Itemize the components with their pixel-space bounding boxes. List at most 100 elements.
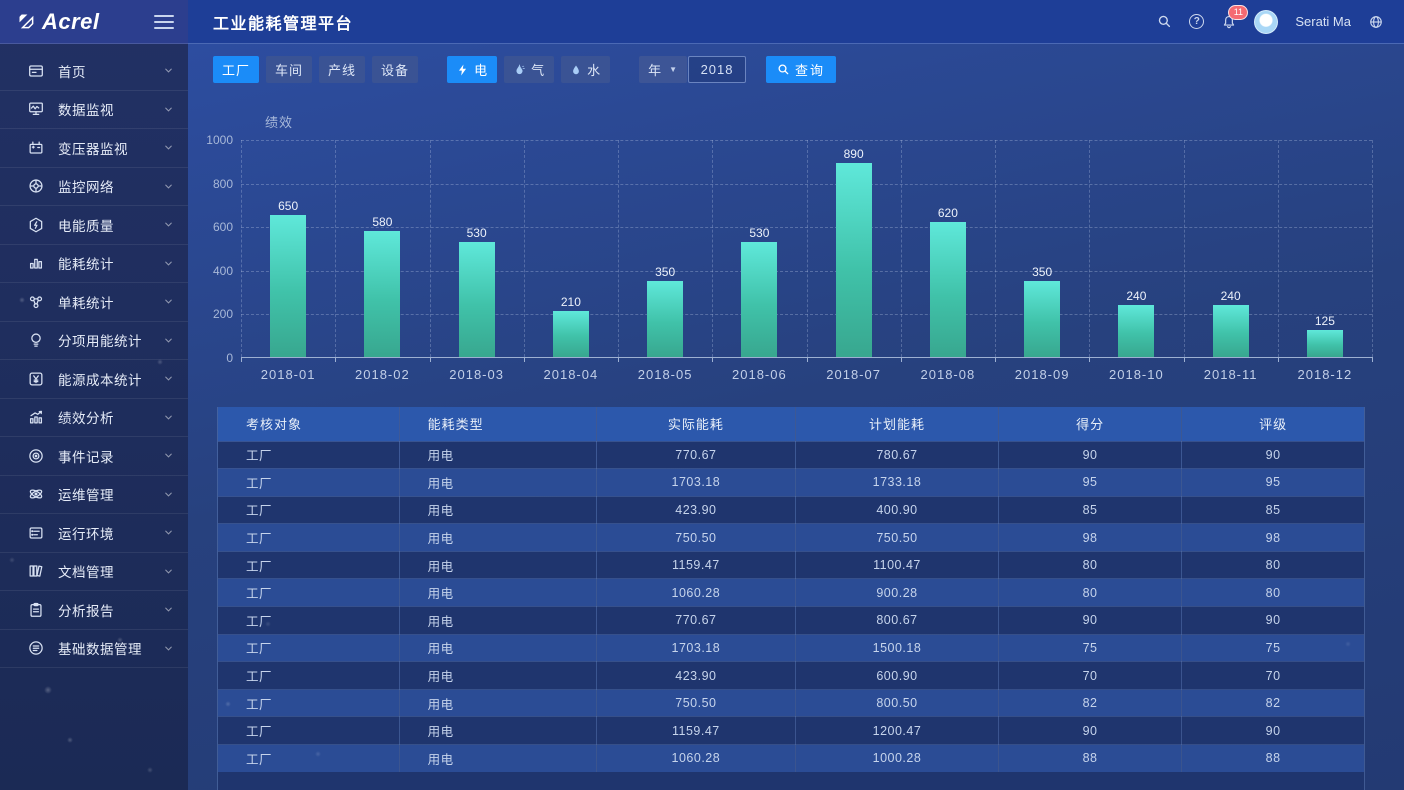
sidebar-item-energy-cost[interactable]: 能源成本统计 — [0, 360, 188, 399]
sidebar-item-power-quality[interactable]: 电能质量 — [0, 206, 188, 245]
search-icon[interactable] — [1157, 14, 1172, 29]
sidebar-item-label: 监控网络 — [58, 180, 114, 196]
sidebar-item-home[interactable]: 首页 — [0, 52, 188, 91]
bar-value-label: 240 — [1220, 288, 1241, 303]
level-tab-line[interactable]: 产线 — [319, 56, 366, 83]
sidebar-item-performance[interactable]: 绩效分析 — [0, 399, 188, 437]
notification-badge: 11 — [1228, 4, 1249, 20]
table-cell: 400.90 — [795, 496, 999, 525]
energy-tab-electricity[interactable]: 电 — [447, 56, 498, 83]
level-tab-factory[interactable]: 工厂 — [213, 56, 260, 83]
table-cell: 1159.47 — [596, 716, 797, 746]
axis-tick — [523, 357, 525, 362]
table-cell: 工厂 — [218, 689, 400, 718]
table-cell: 1000.28 — [795, 744, 999, 773]
menu-toggle-icon[interactable] — [154, 14, 174, 29]
home-icon — [26, 61, 46, 81]
year-input[interactable] — [688, 56, 747, 83]
table-cell: 用电 — [399, 606, 597, 635]
sidebar-item-label: 事件记录 — [58, 449, 114, 465]
h-gridline — [241, 227, 1372, 229]
y-axis-label: 800 — [212, 176, 233, 191]
table-cell: 1060.28 — [596, 744, 797, 773]
sidebar-item-energy-stats[interactable]: 能耗统计 — [0, 245, 188, 283]
help-icon[interactable]: ? — [1189, 14, 1205, 29]
table-cell: 90 — [998, 606, 1183, 635]
x-axis-label: 2018-09 — [1014, 367, 1070, 382]
table-row: 工厂 用电 770.67 780.67 90 90 — [218, 441, 1364, 470]
sidebar-item-event-log[interactable]: 事件记录 — [0, 437, 188, 476]
table-cell: 600.90 — [795, 661, 999, 690]
table-cell: 工厂 — [218, 606, 400, 635]
table-cell: 用电 — [399, 634, 597, 663]
user-avatar[interactable] — [1254, 9, 1279, 34]
energy-tab-label: 气 — [531, 63, 546, 78]
table-cell: 75 — [998, 634, 1183, 663]
sidebar-item-base-data[interactable]: 基础数据管理 — [0, 630, 188, 668]
chart-bar-2018-11 — [1212, 304, 1249, 357]
table-cell: 1200.47 — [795, 716, 999, 746]
table-cell: 70 — [1181, 661, 1364, 690]
environment-icon — [26, 523, 46, 543]
table-cell: 工厂 — [218, 551, 400, 580]
chevron-down-icon — [163, 450, 174, 461]
period-select[interactable]: 年 ▼ — [639, 56, 688, 83]
sidebar-item-network[interactable]: 监控网络 — [0, 168, 188, 206]
query-button[interactable]: 查询 — [766, 56, 837, 83]
energy-tab-gas[interactable]: 气 — [504, 56, 555, 83]
table-cell: 1733.18 — [795, 468, 999, 497]
sidebar-item-data-monitor[interactable]: 数据监视 — [0, 91, 188, 129]
chevron-down-icon — [163, 373, 174, 384]
h-gridline — [241, 183, 1372, 185]
sidebar-item-label: 分项用能统计 — [58, 334, 142, 350]
sidebar-item-documents[interactable]: 文档管理 — [0, 553, 188, 591]
bar-chart: 0 200 400 600 800 1000 650 2018-01 580 2018-02 530… — [206, 133, 1373, 382]
table-cell: 95 — [1181, 468, 1364, 497]
axis-tick — [900, 357, 902, 362]
v-gridline — [806, 140, 808, 357]
sidebar-item-unit-consumption[interactable]: 单耗统计 — [0, 283, 188, 322]
chevron-down-icon — [163, 412, 174, 423]
table-cell: 80 — [998, 551, 1183, 580]
chevron-down-icon — [163, 566, 174, 577]
transformer-icon — [26, 138, 46, 158]
table-cell: 82 — [1181, 689, 1364, 718]
sidebar-item-transformer[interactable]: 变压器监视 — [0, 129, 188, 168]
table-cell: 88 — [998, 744, 1183, 773]
axis-tick — [618, 357, 619, 362]
sidebar-item-label: 绩效分析 — [58, 411, 114, 427]
axis-tick — [995, 357, 996, 362]
h-gridline — [241, 140, 1372, 141]
chart-bar-2018-07 — [835, 163, 872, 357]
notification-bell-icon[interactable]: 11 — [1221, 4, 1249, 30]
language-globe-icon[interactable] — [1368, 14, 1384, 30]
sidebar-item-label: 分析报告 — [58, 603, 114, 619]
sidebar-item-ops[interactable]: 运维管理 — [0, 476, 188, 514]
sidebar-menu: 首页数据监视 变压器监视监控网络电能质量 能耗统计 单耗统计分项用能统计能源成本统计绩… — [0, 52, 188, 668]
level-tab-workshop[interactable]: 车间 — [266, 56, 313, 83]
energy-cost-icon — [26, 369, 46, 389]
axis-tick — [429, 357, 431, 362]
user-name[interactable]: Serati Ma — [1295, 14, 1351, 29]
axis-tick — [335, 357, 337, 362]
y-axis-label: 600 — [212, 220, 233, 235]
sidebar-item-label: 首页 — [58, 64, 86, 80]
table-cell: 工厂 — [218, 496, 400, 525]
chevron-down-icon — [163, 65, 174, 76]
energy-tab-water[interactable]: 水 — [561, 56, 611, 83]
table-cell: 1060.28 — [596, 578, 797, 608]
sidebar-item-environment[interactable]: 运行环境 — [0, 514, 188, 553]
level-tab-device[interactable]: 设备 — [372, 56, 419, 83]
table-row: 工厂 用电 1703.18 1500.18 75 75 — [218, 634, 1364, 663]
sidebar-item-report[interactable]: 分析报告 — [0, 591, 188, 630]
chevron-down-icon — [163, 643, 174, 654]
table-cell: 800.67 — [795, 606, 999, 635]
sidebar-item-subitem-energy[interactable]: 分项用能统计 — [0, 322, 188, 360]
table-cell: 1100.47 — [795, 551, 999, 580]
x-axis-label: 2018-02 — [355, 367, 410, 382]
bar-value-label: 350 — [655, 264, 676, 279]
bar-value-label: 530 — [466, 225, 487, 240]
v-gridline — [1089, 140, 1091, 357]
